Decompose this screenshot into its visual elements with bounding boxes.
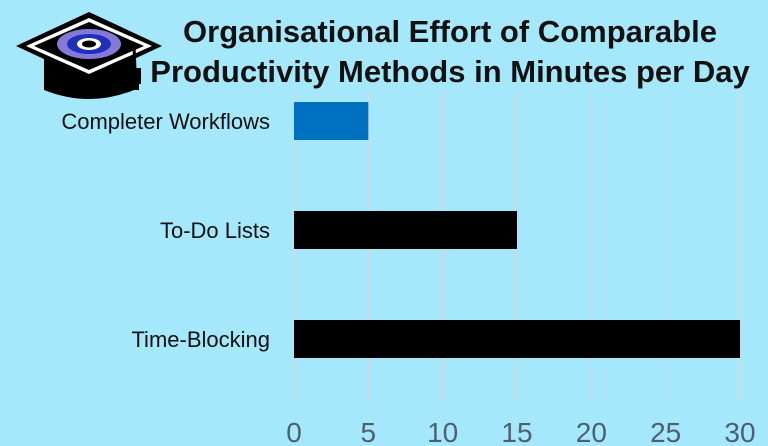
x-tick-label: 30 (724, 417, 755, 446)
bar (294, 320, 740, 358)
bar (294, 102, 369, 140)
x-tick-label: 15 (501, 417, 532, 446)
chart-title: Organisational Effort of Comparable Prod… (150, 12, 750, 92)
x-tick-label: 5 (361, 417, 377, 446)
x-tick-label: 10 (427, 417, 458, 446)
x-tick-label: 20 (576, 417, 607, 446)
chart-title-line-2: Productivity Methods in Minutes per Day (150, 54, 750, 89)
graduation-cap-icon (14, 8, 164, 105)
category-label: Time-Blocking (131, 327, 270, 352)
chart-title-line-1: Organisational Effort of Comparable (183, 14, 717, 49)
x-tick-label: 0 (286, 417, 302, 446)
x-tick-label: 25 (650, 417, 681, 446)
bar (294, 211, 517, 249)
category-label: Completer Workflows (61, 109, 270, 134)
category-label: To-Do Lists (160, 218, 270, 243)
